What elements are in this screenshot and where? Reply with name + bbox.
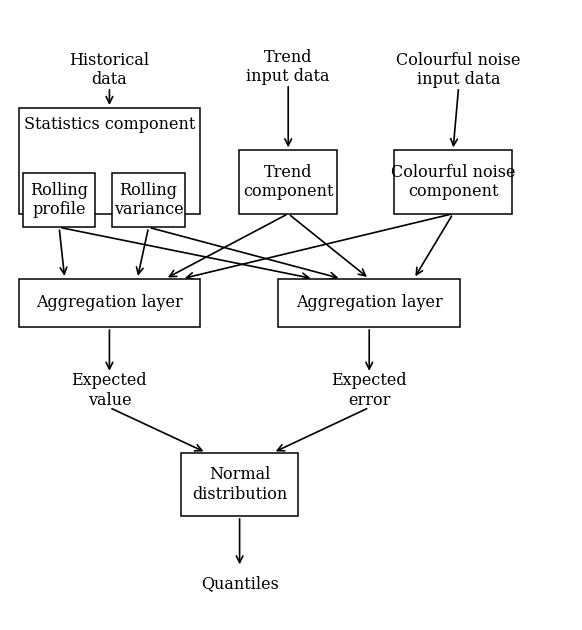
Text: Aggregation layer: Aggregation layer <box>296 294 442 311</box>
FancyBboxPatch shape <box>278 278 460 327</box>
FancyBboxPatch shape <box>19 278 200 327</box>
FancyBboxPatch shape <box>19 108 200 214</box>
FancyBboxPatch shape <box>239 150 337 214</box>
Text: Trend
component: Trend component <box>243 164 333 200</box>
Text: Rolling
profile: Rolling profile <box>30 182 88 219</box>
Text: Colourful noise
component: Colourful noise component <box>391 164 515 200</box>
Text: Expected
value: Expected value <box>72 372 147 409</box>
Text: Trend
input data: Trend input data <box>246 49 330 85</box>
Text: Normal
distribution: Normal distribution <box>192 466 288 503</box>
Text: Aggregation layer: Aggregation layer <box>36 294 183 311</box>
FancyBboxPatch shape <box>395 150 512 214</box>
FancyBboxPatch shape <box>112 173 185 227</box>
Text: Statistics component: Statistics component <box>24 116 196 133</box>
Text: Quantiles: Quantiles <box>201 576 279 593</box>
FancyBboxPatch shape <box>23 173 95 227</box>
Text: Rolling
variance: Rolling variance <box>113 182 183 219</box>
Text: Historical
data: Historical data <box>69 52 150 88</box>
FancyBboxPatch shape <box>181 452 298 516</box>
Text: Expected
error: Expected error <box>331 372 407 409</box>
Text: Colourful noise
input data: Colourful noise input data <box>396 52 521 88</box>
